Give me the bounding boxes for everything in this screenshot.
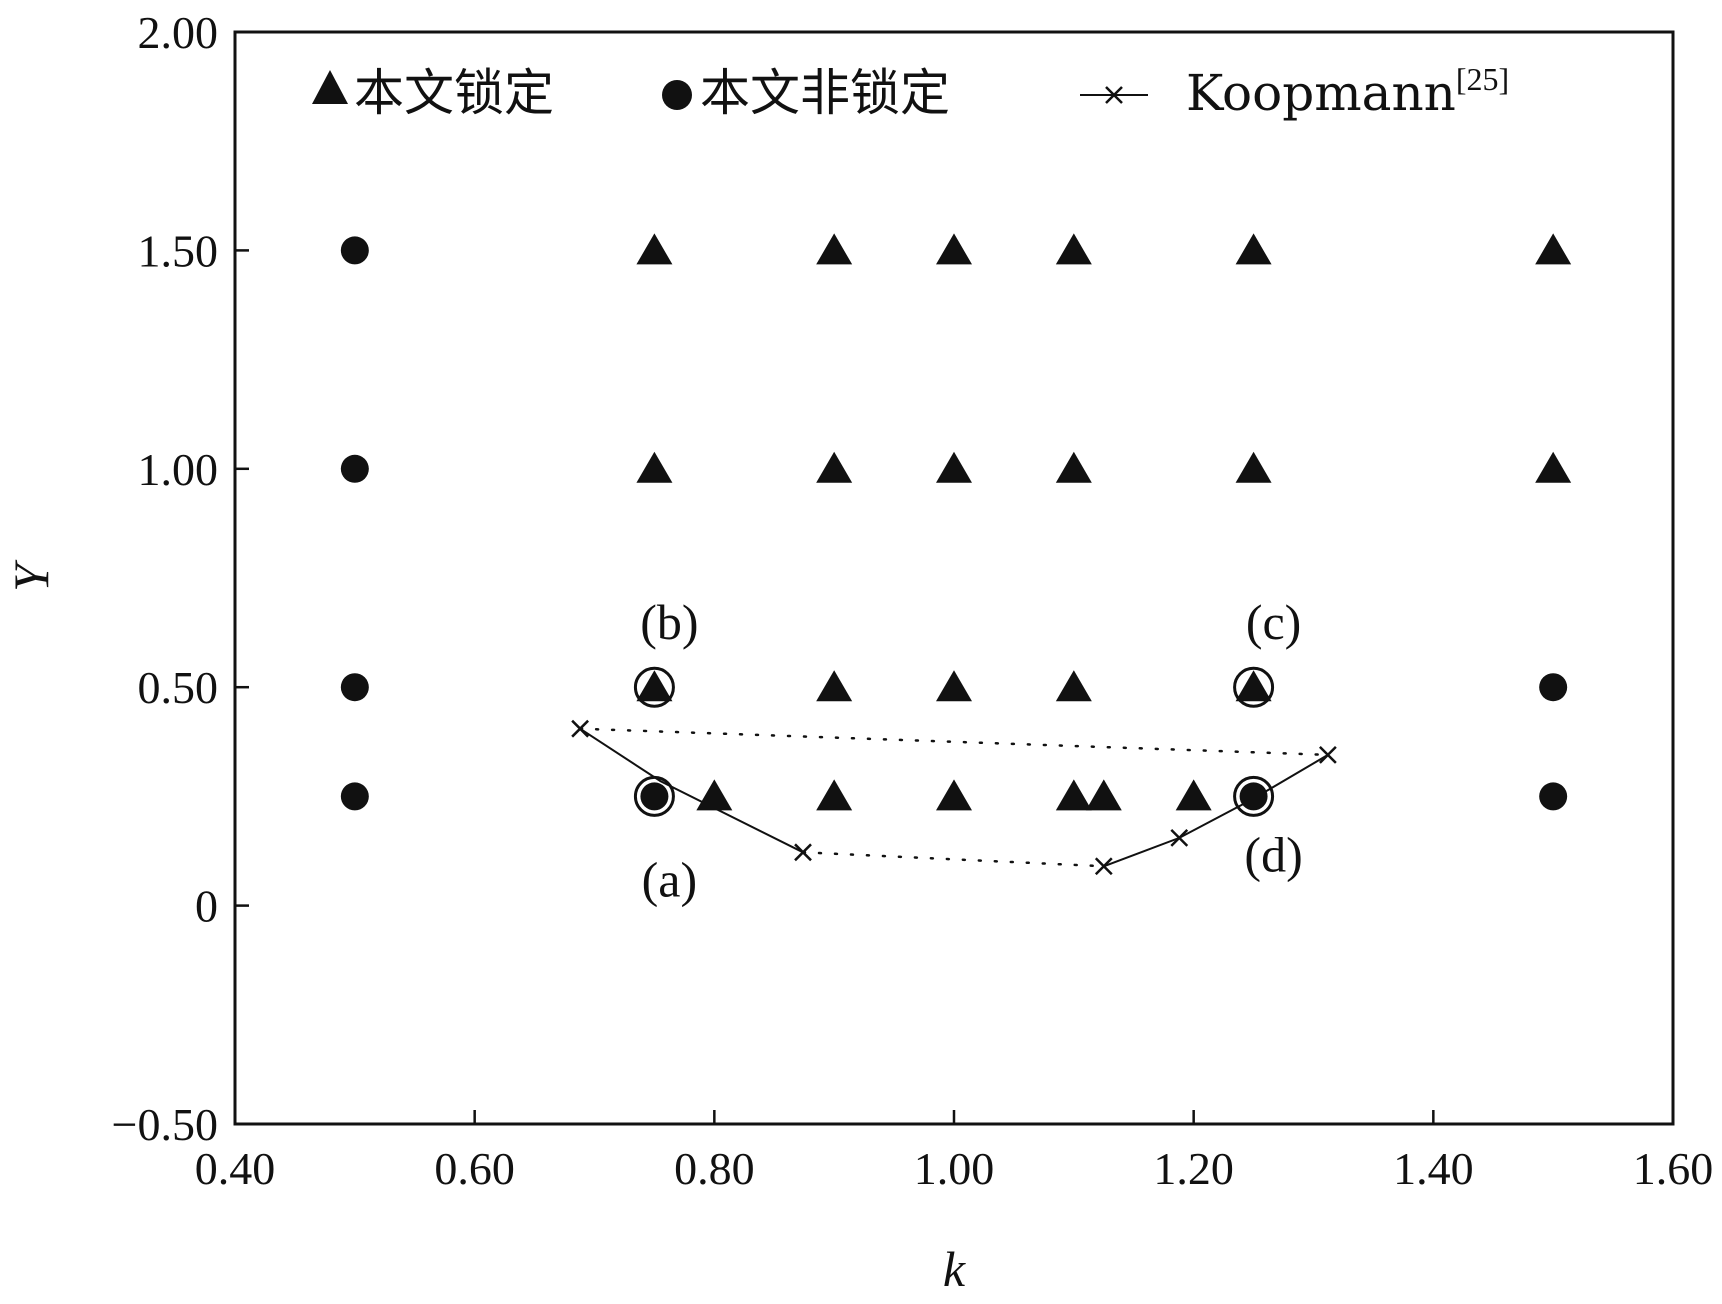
locked-series [636, 233, 1572, 811]
locked-point [636, 233, 673, 265]
x-tick-label: 1.40 [1393, 1143, 1474, 1194]
y-tick-label: 2.00 [138, 7, 219, 58]
highlight-ring [633, 666, 675, 708]
locked-point [696, 779, 733, 811]
koopmann-dotted-line [578, 727, 1330, 757]
locked-point [816, 670, 853, 702]
x-tick-label: 1.00 [914, 1143, 995, 1194]
locked-point [1175, 779, 1212, 811]
y-tick-label: −0.50 [112, 1099, 218, 1150]
locked-point [1055, 779, 1092, 811]
locked-point [936, 670, 972, 702]
unlocked-point [1239, 782, 1268, 811]
legend-unlocked-marker [662, 80, 692, 110]
locked-point [1085, 779, 1122, 811]
koopmann-series [571, 719, 1337, 876]
legend-koopmann-name: Koopmann [1186, 64, 1456, 122]
locked-point [636, 670, 673, 702]
locked-point [1055, 670, 1092, 702]
legend-koopmann-ref: [25] [1456, 61, 1509, 97]
unlocked-point [340, 236, 369, 265]
locked-point [636, 451, 673, 483]
unlocked-point [1539, 782, 1568, 811]
x-tick-label: 1.20 [1153, 1143, 1234, 1194]
point-annotation: (a) [642, 851, 698, 907]
locked-point [936, 779, 972, 811]
unlocked-point [340, 673, 369, 702]
locked-point [816, 779, 853, 811]
locked-point [1055, 233, 1092, 265]
locked-point [1235, 451, 1272, 483]
y-axis-ticks: −0.50 0 0.50 1.00 1.50 2.00 [112, 7, 249, 1150]
legend: 本文锁定 本文非锁定 Koopmann[25] [312, 61, 1509, 122]
highlight-ring [633, 775, 675, 817]
plot-frame [233, 30, 1675, 1126]
x-axis-title: k [943, 1241, 966, 1297]
unlocked-point [340, 454, 369, 483]
locked-point [1535, 233, 1572, 265]
unlocked-point [1539, 673, 1568, 702]
x-tick-label: 0.60 [434, 1143, 515, 1194]
highlight-ring [1233, 775, 1275, 817]
koopmann-solid-line [1103, 754, 1329, 868]
koopmann-x-marker [1094, 857, 1113, 876]
unlocked-point [340, 782, 369, 811]
legend-locked-marker [312, 70, 348, 104]
x-tick-label: 1.60 [1633, 1143, 1714, 1194]
point-annotations: (a) (b) (c) (d) [640, 594, 1302, 907]
locked-point [1235, 233, 1272, 265]
y-axis-title: Y [3, 559, 59, 592]
y-tick-label: 0 [195, 881, 218, 932]
point-annotation: (b) [640, 594, 698, 650]
locked-point [936, 451, 972, 483]
locked-point [1055, 451, 1092, 483]
unlocked-point [640, 782, 669, 811]
x-tick-label: 0.40 [195, 1143, 276, 1194]
koopmann-x-marker [794, 843, 812, 862]
koopmann-x-marker [571, 719, 590, 738]
legend-koopmann-marker [1105, 86, 1123, 104]
locked-point [816, 233, 853, 265]
legend-locked-label: 本文锁定 [354, 64, 554, 122]
x-tick-label: 0.80 [674, 1143, 755, 1194]
legend-koopmann-label: Koopmann[25] [1186, 61, 1509, 122]
y-tick-label: 1.00 [138, 444, 219, 495]
koopmann-solid-line [579, 727, 804, 854]
locked-point [1535, 451, 1572, 483]
locked-point [816, 451, 853, 483]
highlight-ring [1233, 666, 1275, 708]
locked-point [1235, 670, 1272, 702]
koopmann-x-marker [1318, 746, 1337, 764]
unlocked-series [340, 236, 1568, 811]
koopmann-dotted-line [801, 851, 1106, 868]
locked-point [936, 233, 972, 265]
x-axis-ticks: 0.40 0.60 0.80 1.00 1.20 1.40 1.60 [195, 1110, 1714, 1194]
highlight-rings [633, 666, 1275, 817]
koopmann-x-marker [1170, 829, 1189, 847]
point-annotation: (d) [1244, 826, 1302, 882]
legend-unlocked-label: 本文非锁定 [700, 64, 950, 122]
y-tick-label: 1.50 [138, 225, 219, 276]
point-annotation: (c) [1246, 594, 1302, 650]
y-tick-label: 0.50 [138, 662, 219, 713]
